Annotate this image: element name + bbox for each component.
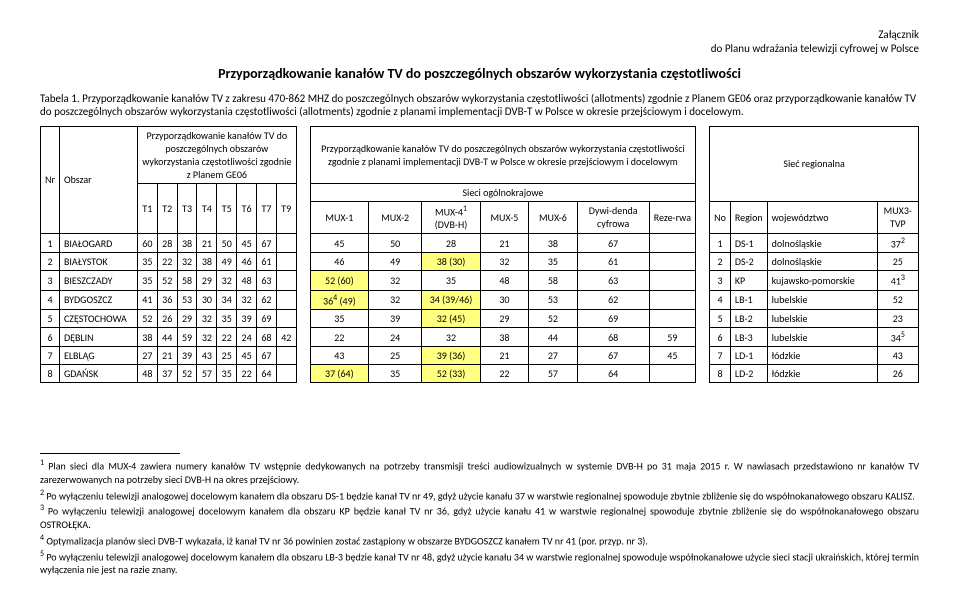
table-row: 5CZĘSTOCHOWA52262932353969353932 (45)295…: [41, 309, 919, 327]
header-right: Załącznik do Planu wdrażania telewizji c…: [40, 28, 919, 57]
col-obszar: Obszar: [59, 126, 137, 233]
table-row: 2BIAŁYSTOK35223238494661464938 (30)32356…: [41, 253, 919, 271]
footnote: 5 Po wyłączeniu telewizji analogowej doc…: [40, 549, 919, 577]
group-left: Przyporządkowanie kanałów TV do poszczeg…: [137, 126, 296, 183]
header-line2: do Planu wdrażania telewizji cyfrowej w …: [40, 42, 919, 56]
col-mux4: MUX-41(DVB-H): [422, 201, 480, 233]
footnote: 1 Plan sieci dla MUX-4 zawiera numery ka…: [40, 458, 919, 486]
footnotes: 1 Plan sieci dla MUX-4 zawiera numery ka…: [40, 453, 919, 577]
page-title: Przyporządkowanie kanałów TV do poszczeg…: [40, 65, 919, 82]
col-nr: Nr: [41, 126, 60, 233]
header-line1: Załącznik: [40, 28, 919, 42]
group-mid: Przyporządkowanie kanałów TV do poszczeg…: [310, 126, 695, 183]
table-label: Tabela 1. Przyporządkowanie kanałów TV z…: [40, 92, 919, 118]
footnote: 3 Po wyłączeniu telewizji analogowej doc…: [40, 503, 919, 531]
group-mid-sub1: Sieci ogólnokrajowe: [310, 183, 695, 201]
table-row: 3BIESZCZADY3552582932486352 (60)32354858…: [41, 271, 919, 290]
footnote: 4 Optymalizacja planów sieci DVB-T wykaz…: [40, 533, 919, 548]
table-row: 7ELBLĄG27213943254567432539 (36)21276745…: [41, 347, 919, 365]
table-row: 8GDAŃSK4837525735226437 (64)3552 (33)225…: [41, 365, 919, 383]
table-row: 6DĘBLIN3844593222246842222432384468596LB…: [41, 327, 919, 346]
group-mid-sub2: Sieć regionalna: [710, 126, 919, 201]
table-row: 4BYDGOSZCZ41365330343262364 (49)3234 (39…: [41, 290, 919, 309]
main-table: Nr Obszar Przyporządkowanie kanałów TV d…: [40, 126, 919, 384]
footnote: 2 Po wyłączeniu telewizji analogowej doc…: [40, 488, 919, 503]
table-row: 1BIAŁOGARD602838215045674550282138671DS-…: [41, 233, 919, 252]
